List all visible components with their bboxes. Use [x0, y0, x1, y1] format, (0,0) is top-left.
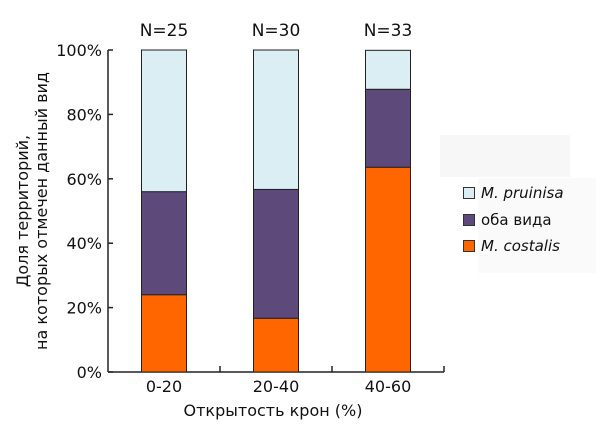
- legend-item-both: оба вида: [463, 211, 552, 229]
- y-tick-label: 100%: [56, 41, 102, 60]
- legend-swatch: [463, 214, 475, 226]
- x-tick-label: 40-60: [365, 377, 412, 396]
- bar-segment: [365, 49, 411, 90]
- legend-label: оба вида: [481, 211, 552, 229]
- bar-segment: [141, 294, 187, 373]
- legend-label: M. costalis: [481, 237, 560, 255]
- legend-item-m-pruinisa: M. pruinisa: [463, 184, 564, 202]
- background-box: [478, 178, 596, 273]
- legend-swatch: [463, 240, 475, 252]
- bar-segment: [253, 317, 299, 373]
- sample-size-label: N=33: [364, 21, 413, 41]
- bar-segment: [141, 49, 187, 193]
- legend-label: M. pruinisa: [481, 184, 564, 202]
- bar-segment: [253, 188, 299, 319]
- x-tick-label: 20-40: [253, 377, 300, 396]
- y-axis-label-line: на которых отмечен данный вид: [32, 72, 51, 350]
- x-axis-label: Открытость крон (%): [184, 401, 363, 420]
- legend-item-m-costalis: M. costalis: [463, 237, 560, 255]
- background-box: [440, 135, 570, 177]
- bar-segment: [365, 166, 411, 373]
- y-tick-label: 0%: [77, 363, 102, 382]
- sample-size-label: N=25: [140, 21, 189, 41]
- sample-size-label: N=30: [252, 21, 301, 41]
- y-axis-label-line: Доля территорий,: [13, 135, 32, 287]
- bar-segment: [141, 191, 187, 296]
- y-tick-label: 40%: [66, 234, 102, 253]
- y-tick-label: 20%: [66, 299, 102, 318]
- x-tick-label: 0-20: [146, 377, 182, 396]
- bar-segment: [253, 49, 299, 190]
- y-tick-label: 80%: [66, 105, 102, 124]
- y-axis-label: Доля территорий,на которых отмечен данны…: [13, 72, 51, 350]
- bar-segment: [365, 88, 411, 168]
- legend-swatch: [463, 187, 475, 199]
- y-tick-label: 60%: [66, 170, 102, 189]
